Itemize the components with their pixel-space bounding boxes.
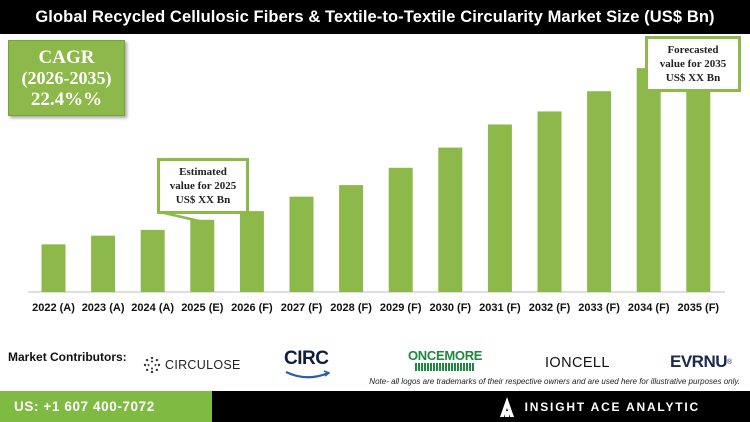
footer-brand-name: INSIGHT ACE ANALYTIC <box>524 399 700 414</box>
bar-2025 (E) <box>190 219 215 292</box>
oncemore-stripes <box>415 363 476 371</box>
bar-2030 (F) <box>438 147 463 292</box>
bar-2026 (F) <box>239 211 264 292</box>
callout-2035-line1: Forecasted <box>667 44 719 56</box>
cagr-period: (2026-2035) <box>21 67 112 88</box>
bar-2024 (A) <box>140 229 165 292</box>
x-tick-label: 2031 (F) <box>479 302 521 314</box>
bar-2022 (A) <box>41 244 66 292</box>
bar-2023 (A) <box>91 235 116 292</box>
chart-title: Global Recycled Cellulosic Fibers & Text… <box>0 0 750 34</box>
callout-2025-line1: Estimated <box>179 166 227 178</box>
x-tick-label: 2032 (F) <box>529 302 571 314</box>
footer-brand-bar: INSIGHT ACE ANALYTIC <box>212 391 750 422</box>
callout-2025-line3: US$ XX Bn <box>175 194 231 206</box>
x-tick-label: 2035 (F) <box>678 302 720 314</box>
circulose-text: CIRCULOSE <box>165 358 241 372</box>
cagr-box: CAGR (2026-2035) 22.4%% <box>8 40 125 116</box>
evrnu-logo: EVRNU ® <box>670 352 732 372</box>
callout-2035-line3: US$ XX Bn <box>665 72 721 84</box>
evrnu-registered-mark: ® <box>727 358 732 366</box>
cagr-label: CAGR <box>38 46 95 68</box>
bar-2027 (F) <box>289 196 314 292</box>
x-tick-label: 2030 (F) <box>430 302 472 314</box>
bars-group <box>41 40 711 292</box>
circulose-dots-icon <box>143 356 161 374</box>
callout-2035-line2: value for 2035 <box>659 58 727 70</box>
bar-2029 (F) <box>388 167 413 292</box>
oncemore-logo: ONCEMORE <box>408 348 483 371</box>
contributors-label: Market Contributors: <box>8 350 127 364</box>
x-tick-label: 2024 (A) <box>131 302 174 314</box>
market-contributors: Market Contributors: CIRCULOSE CIRC ONCE… <box>0 338 750 390</box>
evrnu-text: EVRNU <box>670 352 728 371</box>
x-tick-label: 2028 (F) <box>330 302 372 314</box>
footer-phone: US: +1 607 400-7072 <box>0 391 212 422</box>
bar-2034 (F) <box>636 68 661 292</box>
bar-2033 (F) <box>587 91 612 292</box>
bar-2032 (F) <box>537 111 562 292</box>
bar-2028 (F) <box>339 185 364 292</box>
x-tick-label: 2034 (F) <box>628 302 670 314</box>
circ-text: CIRC <box>284 348 329 369</box>
circ-swoosh-icon <box>285 370 330 379</box>
x-tick-labels: 2022 (A) 2023 (A) 2024 (A) 2025 (E) 2026 (F)… <box>32 302 719 314</box>
trademark-note: Note- all logos are trademarks of their … <box>369 377 740 386</box>
x-tick-label: 2029 (F) <box>380 302 422 314</box>
ioncell-logo: IONCELL <box>545 355 610 371</box>
insight-ace-logo-icon <box>499 396 514 417</box>
circulose-logo: CIRCULOSE <box>143 356 241 374</box>
callout-estimated-2025: Estimated value for 2025 US$ XX Bn <box>157 158 249 214</box>
x-tick-label: 2026 (F) <box>231 302 273 314</box>
callout-forecasted-2035: Forecasted value for 2035 US$ XX Bn <box>645 36 741 92</box>
x-tick-label: 2022 (A) <box>32 302 75 314</box>
callout-2025-line2: value for 2025 <box>169 180 237 192</box>
x-tick-label: 2027 (F) <box>281 302 323 314</box>
ioncell-text: IONCELL <box>545 355 610 371</box>
circ-logo: CIRC <box>284 348 330 380</box>
x-tick-label: 2033 (F) <box>578 302 620 314</box>
oncemore-text: ONCEMORE <box>408 348 483 363</box>
x-tick-label: 2023 (A) <box>82 302 125 314</box>
x-tick-label: 2025 (E) <box>181 302 224 314</box>
cagr-value: 22.4%% <box>30 88 103 110</box>
bar-2031 (F) <box>487 124 512 292</box>
